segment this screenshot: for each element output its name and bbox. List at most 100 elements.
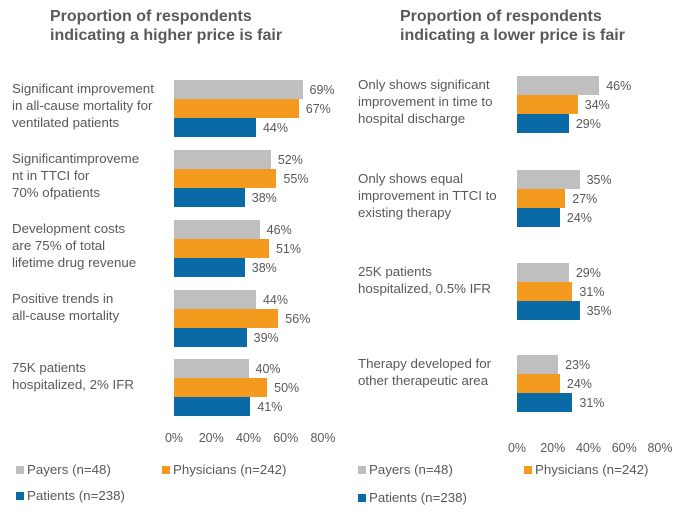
chart-title-right: Proportion of respondents indicating a l… [400,7,687,45]
category-label-line: hospital discharge [358,111,466,126]
data-label: 35% [586,173,612,187]
category-label-line: nt in TTCI for [12,168,90,183]
category-label-line: Therapy developed for [358,356,492,371]
x-tick-label: 0% [507,441,527,455]
category-label-line: Development costs [12,221,126,236]
data-label: 69% [309,83,335,97]
legend-item: Patients (n=238) [358,490,467,505]
x-tick-label: 60% [273,431,299,445]
bar-payers [174,150,271,169]
x-tick-label: 80% [647,441,673,455]
bar-payers [174,359,249,378]
bar-patients [517,393,573,412]
category-label-line: existing therapy [358,205,452,220]
category-label-line: Significant improvement [12,81,154,96]
category-label-line: Only shows equal [358,171,463,186]
x-tick-label: 20% [540,441,566,455]
legend-label: Payers (n=48) [27,462,111,477]
category-label-line: other therapeutic area [358,373,489,388]
data-label: 46% [266,223,292,237]
data-label: 46% [606,79,632,93]
bar-patients [517,114,569,133]
bar-physicians [174,309,279,328]
x-tick-label: 80% [310,431,336,445]
bar-payers [174,80,303,99]
bar-patients [174,397,251,416]
data-label: 55% [283,172,309,186]
bar-patients [517,301,580,320]
legend-swatch-icon [358,493,366,502]
category-label-line: 70% ofpatients [12,185,100,200]
x-tick-label: 0% [164,431,184,445]
category-label-line: Significantimproveme [12,151,140,166]
data-label: 44% [262,121,288,135]
data-label: 24% [566,377,592,391]
legend-label: Physicians (n=242) [535,462,649,477]
data-label: 38% [251,261,277,275]
bar-physicians [517,95,578,114]
category-label-line: improvement in time to [358,94,493,109]
category-label: Therapy developed for other therapeutic a… [358,355,491,389]
category-label: Significant improvement in all-cause mort… [12,80,154,131]
data-label: 34% [584,98,610,112]
legend-label: Patients (n=238) [27,488,125,503]
legend-swatch-icon [524,465,532,474]
x-tick-label: 20% [198,431,224,445]
legend-item: Physicians (n=242) [162,462,286,477]
category-label-line: lifetime drug revenue [12,255,137,270]
data-label: 23% [565,358,591,372]
category-label-line: ventilated patients [12,115,120,130]
category-label: Only shows significant improvement in tim… [358,76,493,127]
legend-swatch-icon [162,465,170,474]
bar-payers [517,263,569,282]
legend-label: Payers (n=48) [369,462,453,477]
bar-patients [174,328,247,347]
data-label: 44% [262,293,288,307]
chart-title-left: Proportion of respondents indicating a h… [50,7,340,45]
data-label: 41% [257,400,283,414]
category-label: Development costs are 75% of total lifetim… [12,220,136,271]
category-label: Significantimproveme nt in TTCI for 70% of… [12,150,139,201]
data-label: 24% [566,211,592,225]
bar-payers [174,220,260,239]
data-label: 31% [579,396,605,410]
category-label-line: improvement in TTCI to [358,188,497,203]
bar-payers [517,355,559,374]
data-label: 38% [251,191,277,205]
bar-payers [517,170,580,189]
chart-title-right-line-2: indicating a lower price is fair [400,27,625,44]
x-tick-label: 40% [575,441,602,455]
x-tick-label: 40% [235,431,262,445]
data-label: 40% [255,362,281,376]
category-label-line: Positive trends in [12,291,114,306]
data-label: 50% [274,381,300,395]
bar-physicians [174,99,299,118]
bar-payers [517,76,600,95]
bar-physicians [517,374,560,393]
chart-title-left-line-2: indicating a higher price is fair [50,27,283,44]
legend-item: Payers (n=48) [358,462,453,477]
category-label-line: in all-cause mortality for [12,98,153,113]
bar-physicians [174,169,277,188]
data-label: 31% [579,285,605,299]
legend-item: Patients (n=238) [16,488,125,503]
bar-patients [174,258,245,277]
x-tick-label: 60% [611,441,637,455]
data-label: 27% [572,192,598,206]
legend-label: Patients (n=238) [369,490,467,505]
bar-physicians [174,378,268,397]
data-label: 29% [575,117,601,131]
category-label: 25K patients hospitalized, 0.5% IFR [358,263,491,297]
legend-item: Payers (n=48) [16,462,111,477]
bar-patients [174,118,256,137]
category-label: 75K patients hospitalized, 2% IFR [12,359,134,393]
category-label-line: all-cause mortality [12,308,120,323]
data-label: 67% [305,102,331,116]
legend-swatch-icon [16,491,24,500]
bar-patients [174,188,245,207]
chart-title-left-line-1: Proportion of respondents [50,8,252,25]
bar-patients [517,208,560,227]
bar-physicians [174,239,269,258]
data-label: 29% [575,266,601,280]
category-label-line: 25K patients [358,264,432,279]
